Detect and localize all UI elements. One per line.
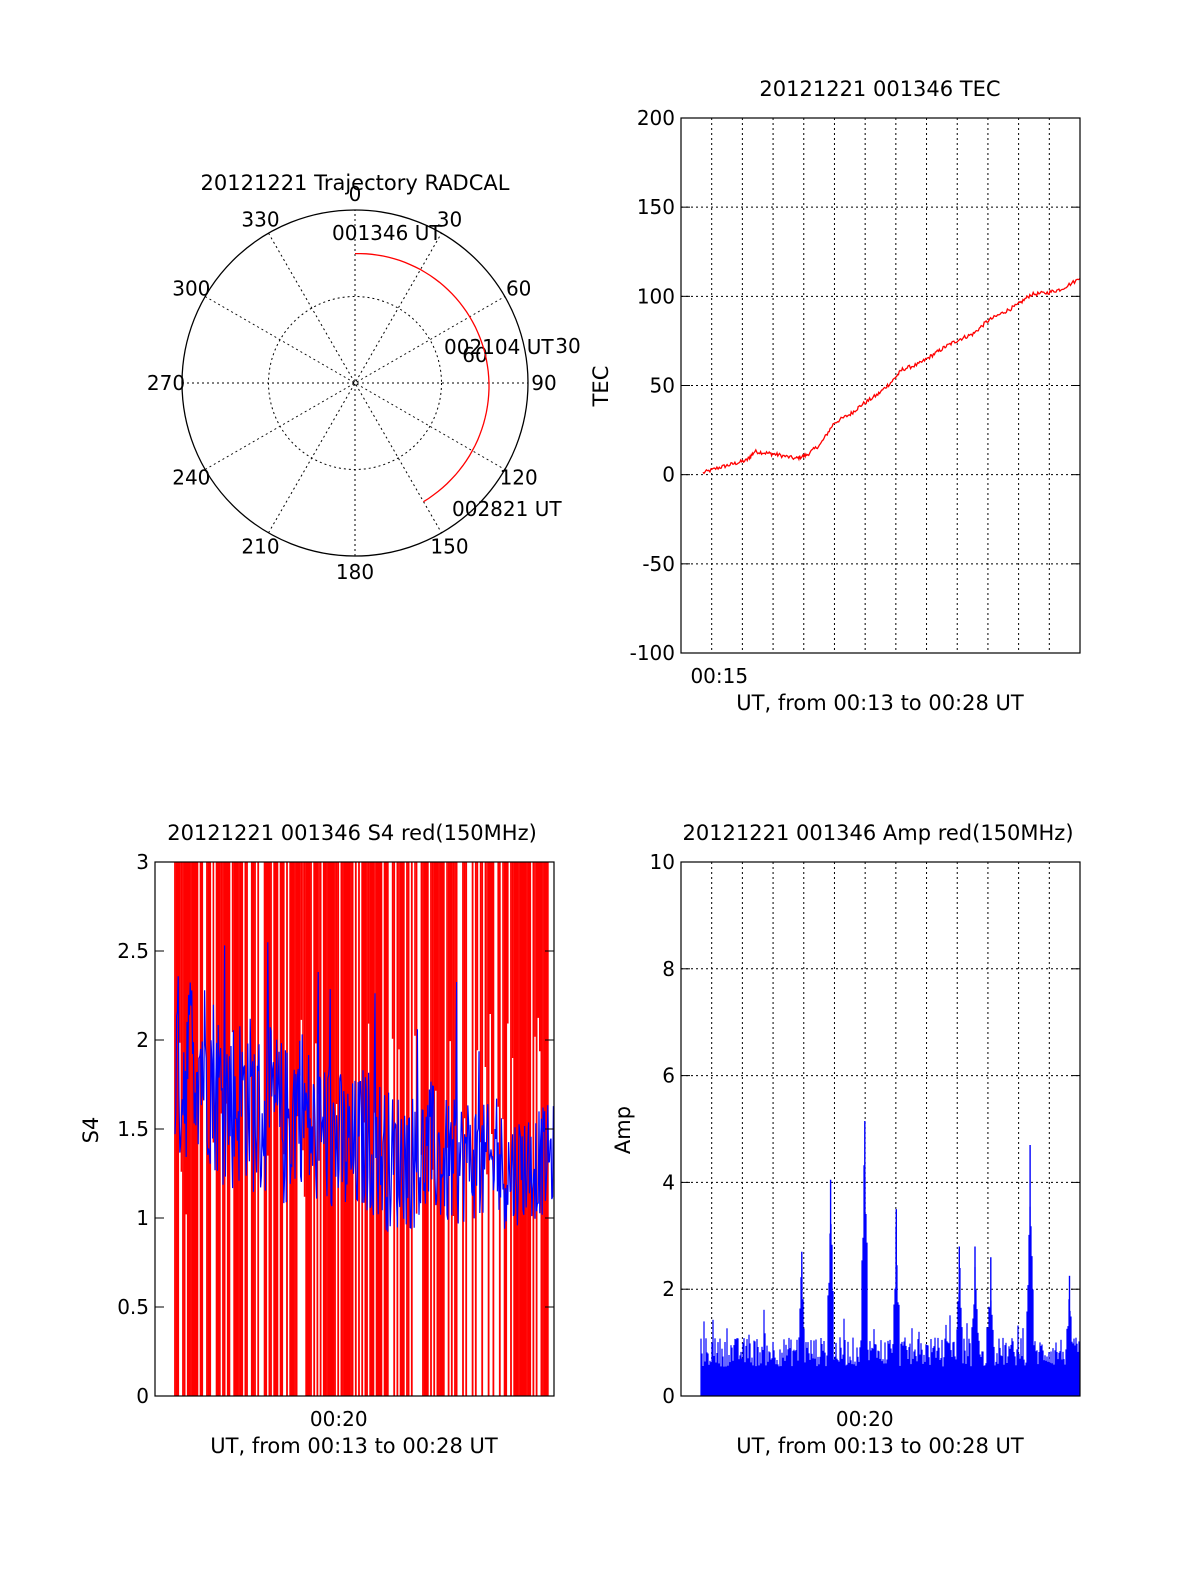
s4-x-tick-label: 00:20 [310, 1407, 368, 1431]
trajectory-annotations: 001346 UT 002104 UT 002821 UT [332, 221, 562, 521]
amp-y-tick-label: 4 [662, 1170, 675, 1194]
amp-ylabel: Amp [611, 1106, 635, 1154]
s4-xlabel: UT, from 00:13 to 00:28 UT [210, 1434, 498, 1458]
s4-y-tick-label: 2 [136, 1028, 149, 1052]
amp-x-tick-label: 00:20 [836, 1407, 894, 1431]
amp-y-tick-label: 10 [650, 850, 675, 874]
tec-xlabel: UT, from 00:13 to 00:28 UT [736, 691, 1024, 715]
amp-bars [700, 1121, 1080, 1396]
polar-angle-label: 120 [500, 466, 538, 490]
s4-y-tick-label: 3 [136, 850, 149, 874]
polar-panel: 20121221 Trajectory RADCAL 0 30 60 90 120 150… [147, 171, 581, 584]
tec-frame [680, 117, 1081, 654]
polar-angle-label: 300 [172, 277, 210, 301]
tec-panel: 20121221 001346 TEC -100-50050100150200 … [589, 77, 1081, 715]
tec-y-tick-label: -50 [642, 552, 675, 576]
polar-angle-label: 240 [172, 466, 210, 490]
tec-title: 20121221 001346 TEC [759, 77, 1000, 101]
polar-angle-label: 30 [437, 207, 462, 231]
amp-x-ticks: 00:20 [836, 1407, 894, 1431]
polar-inner-circle [268, 296, 442, 470]
polar-grid [181, 209, 529, 557]
polar-angle-label: 330 [241, 207, 279, 231]
tec-x-tick-label: 00:15 [690, 664, 748, 688]
polar-angle-label: 270 [147, 371, 185, 395]
polar-angle-labels: 0 30 60 90 120 150 180 210 240 270 300 330 [147, 182, 557, 584]
polar-angle-label: 90 [531, 371, 556, 395]
amp-y-tick-label: 2 [662, 1277, 675, 1301]
s4-y-ticks: 0 0.5 1 1.5 2 2.5 3 [117, 850, 554, 1408]
annotation-end-time: 002821 UT [452, 497, 562, 521]
tec-series-line [702, 277, 1081, 475]
amp-y-ticks: 0 2 4 6 8 10 [650, 850, 1080, 1408]
amp-grid [681, 862, 1080, 1396]
amp-y-tick-label: 0 [662, 1384, 675, 1408]
s4-x-ticks: 00:20 [310, 1407, 368, 1431]
s4-y-tick-label: 1 [136, 1206, 149, 1230]
s4-y-tick-label: 1.5 [117, 1117, 149, 1141]
s4-ylabel: S4 [79, 1117, 103, 1144]
tec-y-tick-label: 100 [637, 284, 675, 308]
amp-y-tick-label: 6 [662, 1064, 675, 1088]
tec-grid [681, 118, 1080, 653]
annotation-start-time: 001346 UT [332, 221, 442, 245]
amp-panel: 20121221 001346 Amp red(150MHz) 0246810 … [611, 821, 1081, 1458]
amp-frame [680, 861, 1081, 1397]
s4-y-tick-label: 0.5 [117, 1295, 149, 1319]
annotation-mid-time: 002104 UT [444, 335, 554, 359]
tec-y-tick-label: 150 [637, 195, 675, 219]
polar-radius-labels: 60 30 [462, 334, 580, 367]
polar-radius-label: 30 [555, 334, 580, 358]
tec-y-tick-label: -100 [630, 641, 675, 665]
polar-angle-label: 150 [430, 535, 468, 559]
s4-y-tick-label: 2.5 [117, 939, 149, 963]
tec-y-tick-label: 0 [662, 463, 675, 487]
polar-angle-label: 180 [336, 560, 374, 584]
tec-y-tick-label: 200 [637, 106, 675, 130]
amp-y-tick-label: 8 [662, 957, 675, 981]
tec-ylabel: TEC [589, 366, 613, 408]
tec-x-ticks: 00:15 [690, 664, 748, 688]
polar-angle-label: 0 [349, 182, 362, 206]
tec-y-ticks: -100 -50 0 50 100 150 200 [630, 106, 1080, 665]
polar-angle-label: 60 [506, 277, 531, 301]
amp-xlabel: UT, from 00:13 to 00:28 UT [736, 1434, 1024, 1458]
s4-blue-series [174, 942, 554, 1232]
s4-title: 20121221 001346 S4 red(150MHz) [167, 821, 537, 845]
s4-y-tick-label: 0 [136, 1384, 149, 1408]
tec-y-tick-label: 50 [650, 374, 675, 398]
polar-title: 20121221 Trajectory RADCAL [201, 171, 510, 195]
trajectory-line [355, 252, 490, 503]
polar-angle-label: 210 [241, 535, 279, 559]
amp-title: 20121221 001346 Amp red(150MHz) [682, 821, 1073, 845]
s4-panel: 20121221 001346 S4 red(150MHz) 0 0.5 1 1.5 2… [79, 821, 555, 1458]
